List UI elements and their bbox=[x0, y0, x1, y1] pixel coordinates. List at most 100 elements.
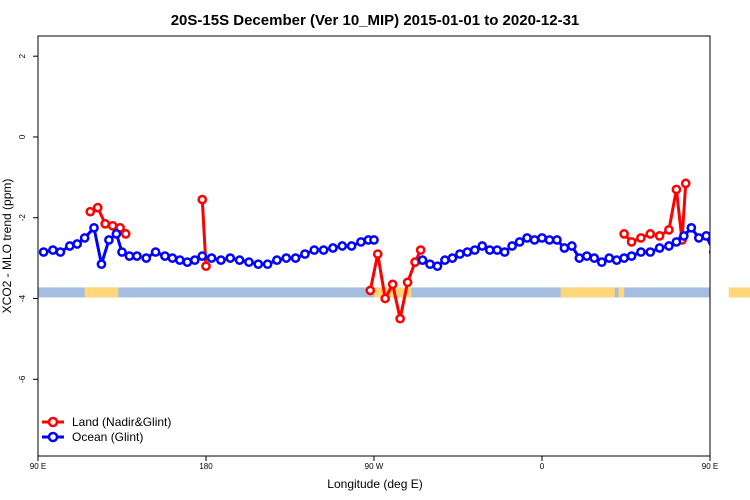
ocean-point bbox=[425, 259, 435, 270]
land-point bbox=[671, 184, 682, 195]
ocean-point bbox=[244, 257, 254, 268]
ocean-point bbox=[701, 231, 710, 241]
land-point bbox=[201, 261, 211, 272]
x-tick-label: 90 E bbox=[702, 462, 718, 471]
plot-area bbox=[37, 35, 711, 457]
ocean-point bbox=[253, 259, 264, 270]
land-point bbox=[395, 313, 405, 324]
ocean-point bbox=[544, 235, 555, 245]
ocean-point bbox=[636, 247, 646, 257]
ocean-point bbox=[300, 249, 310, 259]
ocean-point bbox=[132, 251, 142, 261]
ocean-point bbox=[499, 247, 510, 257]
land-band-segment bbox=[374, 287, 412, 298]
ocean-point bbox=[55, 247, 66, 257]
ocean-point bbox=[567, 241, 577, 251]
legend-land-marker bbox=[47, 416, 59, 428]
y-tick-label: 2 bbox=[18, 53, 27, 58]
land-point bbox=[380, 293, 391, 304]
ocean-point bbox=[104, 235, 114, 245]
land-band-segment bbox=[560, 287, 615, 298]
series-clip bbox=[38, 178, 740, 324]
ocean-point bbox=[206, 253, 217, 263]
ocean-point bbox=[216, 255, 226, 265]
land-point bbox=[636, 233, 646, 243]
ocean-point bbox=[281, 253, 292, 263]
ocean-point bbox=[150, 247, 161, 257]
ocean-point bbox=[529, 235, 540, 245]
ocean-point bbox=[328, 243, 338, 253]
ocean-point bbox=[455, 249, 465, 259]
ocean-point bbox=[79, 233, 90, 243]
x-tick-label: 90 E bbox=[30, 462, 46, 471]
y-axis-label: XCO2 - MLO trend (ppm) bbox=[0, 179, 14, 314]
ocean-point bbox=[611, 255, 622, 265]
ocean-point bbox=[111, 229, 122, 239]
land-point bbox=[100, 218, 111, 229]
ocean-point bbox=[89, 222, 99, 233]
ocean-point bbox=[234, 255, 245, 265]
ocean-point bbox=[262, 259, 273, 270]
land-point bbox=[680, 178, 691, 189]
ocean-point bbox=[522, 233, 532, 243]
y-tick-label: -2 bbox=[18, 214, 27, 222]
ocean-point bbox=[117, 247, 127, 257]
ocean-point bbox=[175, 255, 185, 265]
land-point bbox=[410, 257, 420, 268]
legend-land-label: Land (Nadir&Glint) bbox=[72, 415, 171, 429]
ocean-point bbox=[124, 251, 135, 261]
y-tick-label: -4 bbox=[18, 294, 27, 302]
ocean-point bbox=[337, 241, 348, 251]
ocean-point bbox=[356, 237, 366, 247]
y-tick-label: 0 bbox=[18, 134, 27, 139]
ocean-point bbox=[432, 261, 443, 272]
x-tick-label: 180 bbox=[199, 462, 213, 471]
ocean-point bbox=[654, 243, 665, 253]
ocean-point bbox=[664, 241, 674, 251]
ocean-point bbox=[141, 253, 152, 263]
ocean-point bbox=[679, 231, 689, 241]
legend-ocean-marker bbox=[47, 431, 59, 443]
ocean-point bbox=[693, 233, 704, 243]
ocean-point bbox=[182, 257, 193, 268]
land-band-segment bbox=[728, 287, 750, 298]
land-band-segment bbox=[84, 287, 119, 298]
ocean-point bbox=[686, 222, 697, 233]
ocean-point bbox=[507, 241, 517, 251]
ocean-point bbox=[167, 253, 178, 263]
ocean-point bbox=[369, 235, 379, 245]
ocean-point bbox=[417, 255, 428, 265]
ocean-point bbox=[160, 251, 170, 261]
x-tick-label: 90 W bbox=[365, 462, 384, 471]
ocean-point bbox=[469, 245, 480, 255]
x-axis: 90 E 180 90 W 0 90 E bbox=[30, 456, 718, 471]
land-point bbox=[654, 231, 665, 241]
ocean-point bbox=[48, 245, 58, 255]
land-band-segment bbox=[618, 287, 625, 298]
land-point bbox=[120, 229, 131, 239]
ocean-point bbox=[645, 247, 656, 257]
land-point bbox=[92, 202, 103, 213]
land-point bbox=[85, 206, 96, 217]
land-point bbox=[372, 249, 383, 259]
chart-title: 20S-15S December (Ver 10_MIP) 2015-01-01… bbox=[171, 12, 580, 29]
land-point bbox=[664, 224, 674, 235]
ocean-point bbox=[733, 255, 740, 262]
land-point bbox=[645, 229, 656, 239]
ocean-point bbox=[604, 253, 615, 263]
ocean-point bbox=[64, 241, 75, 251]
ocean-point bbox=[626, 251, 637, 261]
land-point bbox=[402, 277, 413, 288]
ocean-point bbox=[537, 233, 547, 243]
ocean-point bbox=[596, 257, 607, 268]
y-axis: 2 0 -2 -4 -6 bbox=[18, 53, 38, 383]
ocean-point bbox=[708, 248, 710, 256]
legend: Land (Nadir&Glint)Ocean (Glint) bbox=[42, 415, 171, 444]
land-point bbox=[415, 245, 426, 255]
ocean-point bbox=[492, 245, 503, 255]
ocean-point bbox=[346, 241, 357, 251]
land-point bbox=[107, 220, 118, 231]
ocean-series bbox=[38, 222, 740, 272]
ocean-point bbox=[514, 237, 525, 247]
y-tick-label: -6 bbox=[18, 375, 27, 383]
